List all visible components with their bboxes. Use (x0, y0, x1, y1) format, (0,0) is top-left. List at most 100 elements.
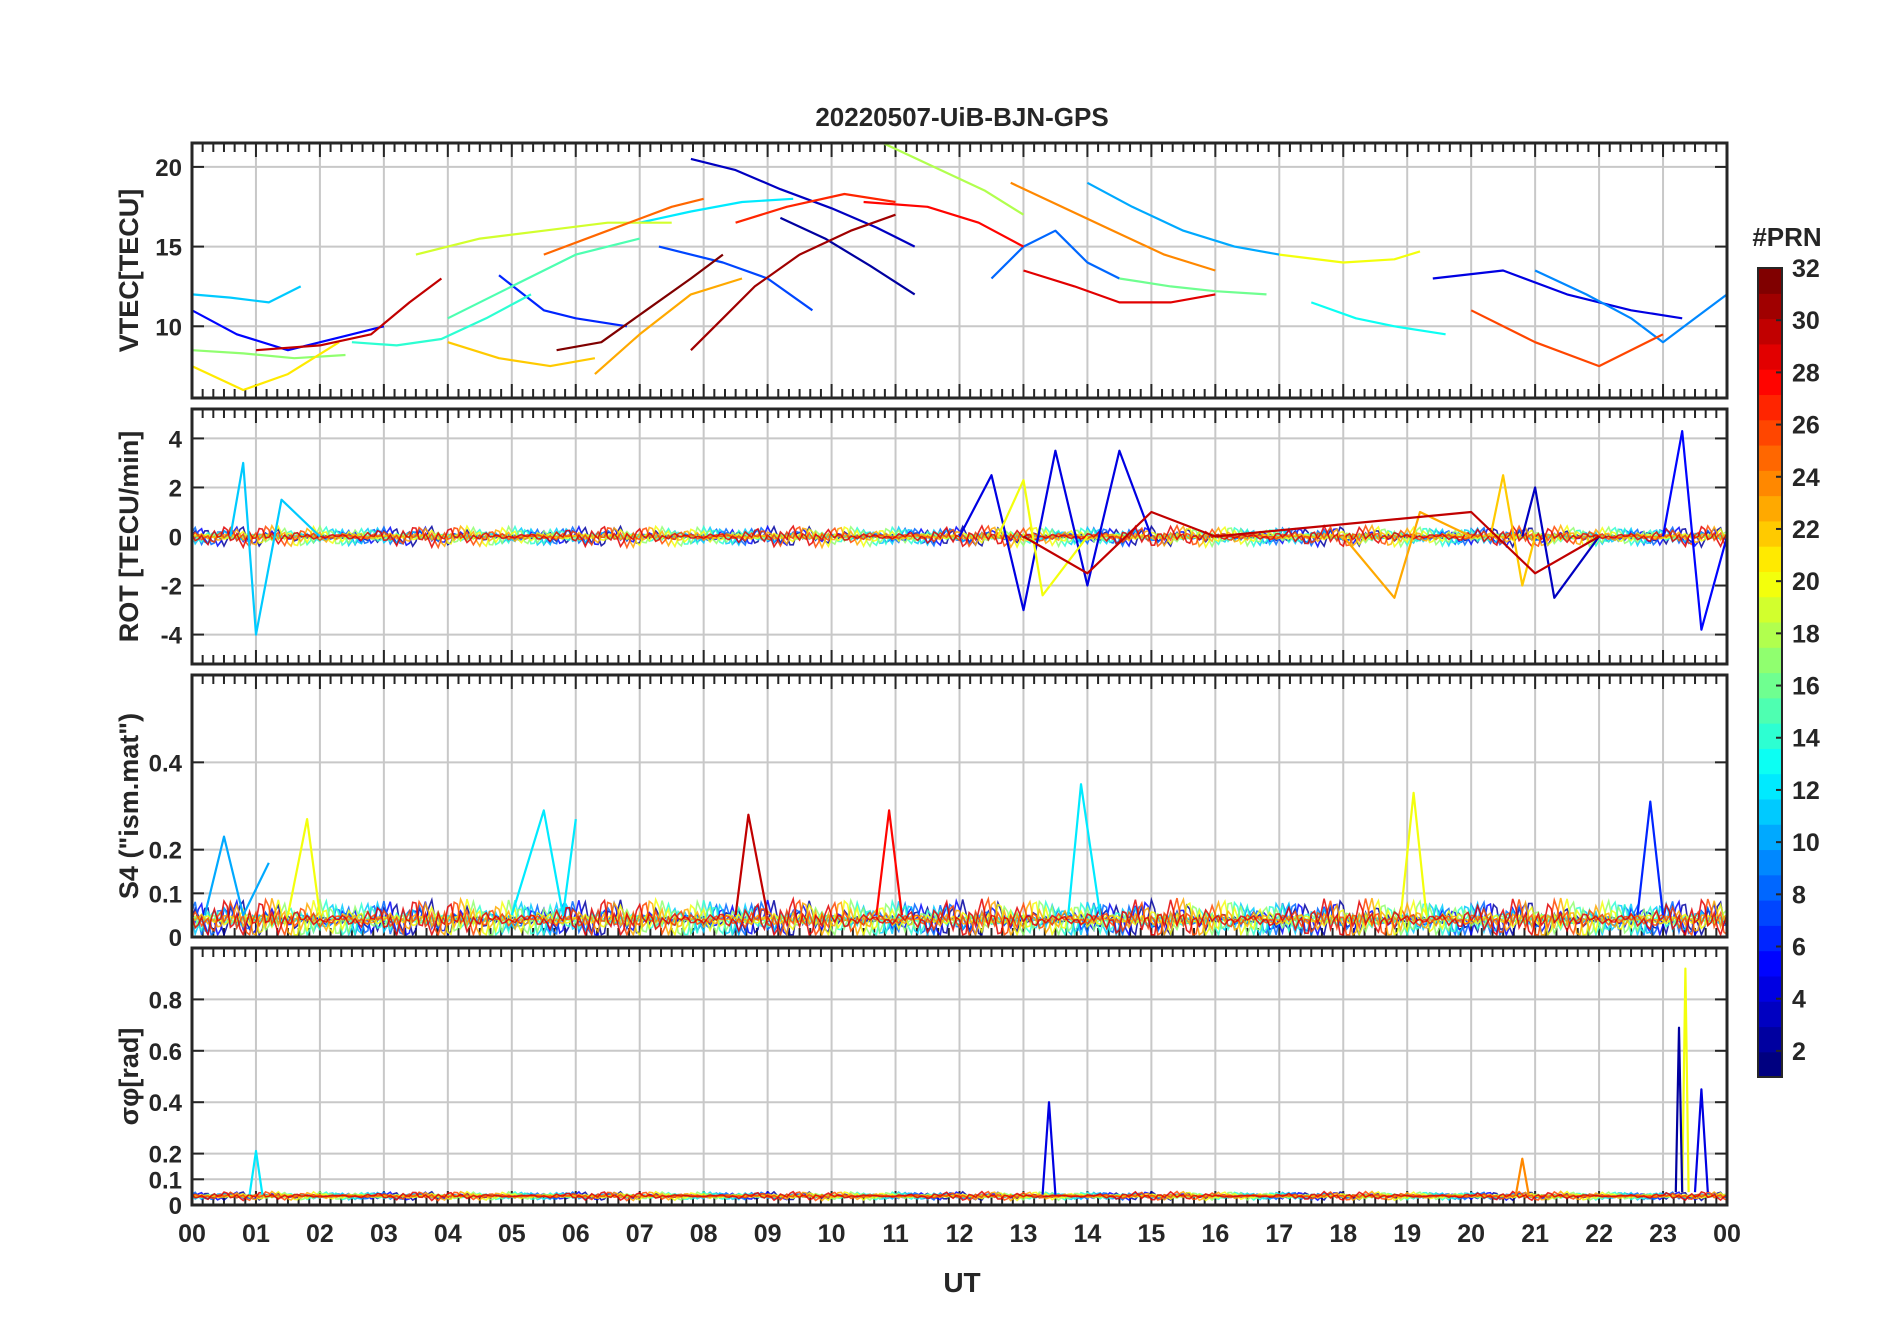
series-line (863, 200, 1025, 248)
colorbar-segment (1758, 293, 1782, 320)
panel-sigma_phi: 00.10.2 0.4 0.6 0.8σφ[rad] (114, 946, 1729, 1220)
series-line (1674, 1026, 1684, 1193)
y-tick-label: 0.1 (149, 1167, 182, 1194)
colorbar-segment (1758, 849, 1782, 876)
series-line (639, 197, 794, 224)
colorbar-title: #PRN (1752, 222, 1821, 252)
series-line (1086, 181, 1280, 256)
y-tick-label: 15 (155, 235, 182, 262)
colorbar-segment (1758, 268, 1782, 294)
series-line (248, 1149, 264, 1195)
colorbar-tick-label: 12 (1792, 777, 1820, 805)
y-axis-label: S4 ("ism.mat") (114, 713, 144, 899)
series-line (229, 461, 321, 636)
chart-title: 20220507-UiB-BJN-GPS (815, 102, 1108, 132)
series-line (203, 835, 270, 917)
series-line (510, 809, 577, 917)
colorbar-segment (1758, 343, 1782, 370)
x-tick-label: 06 (562, 1220, 590, 1248)
x-tick-label: 09 (754, 1220, 782, 1248)
x-tick-label: 07 (626, 1220, 654, 1248)
colorbar-tick-label: 6 (1792, 934, 1806, 962)
series-line (1119, 277, 1267, 296)
x-tick-label: 21 (1521, 1220, 1549, 1248)
y-axis-label: ROT [TECU/min] (114, 431, 144, 642)
y-tick-label: 0.2 (149, 1142, 182, 1169)
x-tick-label: 04 (434, 1220, 462, 1248)
colorbar-tick-label: 28 (1792, 359, 1820, 387)
series-line (734, 813, 769, 916)
colorbar-segment (1758, 748, 1782, 775)
x-tick-label: 17 (1265, 1220, 1293, 1248)
colorbar-tick-label: 30 (1792, 307, 1820, 335)
axes-frame (190, 946, 1729, 1207)
series-line (447, 341, 596, 368)
x-tick-label: 19 (1393, 1220, 1421, 1248)
x-tick-label: 16 (1201, 1220, 1229, 1248)
colorbar-tick-label: 22 (1792, 516, 1820, 544)
y-tick-label: 10 (155, 314, 182, 341)
series-line (192, 524, 1727, 550)
x-tick-label: 13 (1010, 1220, 1038, 1248)
series-line (1636, 800, 1665, 916)
series-line (1041, 1101, 1057, 1195)
x-tick-label: 14 (1074, 1220, 1102, 1248)
series-line (1661, 430, 1727, 631)
series-line (192, 341, 340, 392)
series-line (1399, 791, 1428, 916)
colorbar-tick-label: 18 (1792, 620, 1820, 648)
panel-data (192, 430, 1727, 636)
y-tick-label: 0.1 (149, 881, 182, 908)
series-line (958, 449, 1153, 612)
series-line (192, 896, 1727, 937)
panel-s4: 0 0.1 0.2 0.4S4 ("ism.mat") (114, 673, 1729, 952)
series-line (1010, 181, 1216, 272)
y-axis-label: σφ[rad] (114, 1028, 144, 1126)
x-tick-label: 05 (498, 1220, 526, 1248)
series-line (192, 309, 385, 352)
series-line (1470, 309, 1664, 368)
y-tick-label: 0.2 (149, 838, 182, 865)
colorbar-segment (1758, 495, 1782, 522)
series-line (1681, 967, 1690, 1193)
series-line (990, 229, 1120, 280)
colorbar-segment (1758, 773, 1782, 800)
colorbar-tick-label: 16 (1792, 673, 1820, 701)
series-line (735, 192, 896, 224)
series-line (1342, 510, 1472, 599)
series-line (1067, 783, 1102, 916)
colorbar-tick-label: 8 (1792, 881, 1806, 909)
x-tick-label: 11 (882, 1220, 909, 1248)
series-line (690, 157, 916, 248)
colorbar-segment (1758, 419, 1782, 446)
colorbar-segment (1758, 900, 1782, 926)
series-line (1534, 269, 1727, 344)
y-tick-label: 20 (155, 155, 182, 182)
series-line (192, 349, 346, 360)
colorbar-tick-label: 24 (1792, 464, 1820, 492)
colorbar-segment (1758, 824, 1782, 851)
colorbar-segment (1758, 1001, 1782, 1028)
series-line (255, 277, 443, 352)
series-line (543, 197, 704, 256)
series-line (192, 1190, 1727, 1202)
y-tick-label: 0 (169, 925, 182, 952)
y-tick-label: -2 (161, 574, 182, 601)
series-line (1693, 1088, 1709, 1193)
series-line (415, 221, 672, 256)
colorbar-tick-label: 10 (1792, 829, 1820, 857)
colorbar-segment (1758, 444, 1782, 471)
series-line (1310, 301, 1446, 336)
series-line (882, 143, 1025, 216)
colorbar-tick-label: 20 (1792, 568, 1820, 596)
x-tick-label: 20 (1457, 1220, 1485, 1248)
colorbar-tick-label: 4 (1792, 986, 1806, 1014)
y-tick-label: 0.4 (149, 1090, 183, 1117)
x-tick-label: 22 (1585, 1220, 1613, 1248)
series-line (286, 817, 321, 916)
x-tick-label: 00 (1713, 1220, 1741, 1248)
colorbar-segment (1758, 546, 1782, 572)
series-line (594, 277, 743, 375)
